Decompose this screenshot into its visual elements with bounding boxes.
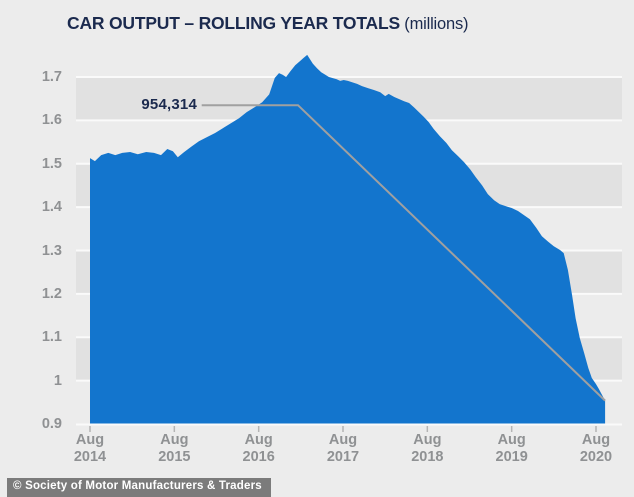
y-axis-label: 1.4 <box>41 199 62 216</box>
chart-title-main: CAR OUTPUT – ROLLING YEAR TOTALS <box>67 13 400 33</box>
y-axis-label: 1.3 <box>41 242 62 259</box>
y-axis-label: 1.5 <box>41 155 62 172</box>
y-axis-label: 1.7 <box>41 69 62 85</box>
y-axis-label: 1.1 <box>41 329 62 346</box>
y-axis-label: 1 <box>53 372 62 389</box>
y-axis-label: 0.9 <box>41 416 62 432</box>
y-axis-label: 1.2 <box>41 285 62 302</box>
callout-leader-line <box>201 104 606 402</box>
final-value-callout: 954,314 <box>141 96 197 113</box>
chart-title: CAR OUTPUT – ROLLING YEAR TOTALS (millio… <box>67 13 469 34</box>
x-axis-label: Aug 2014 <box>73 432 107 465</box>
x-axis-label: Aug 2016 <box>242 432 275 465</box>
x-axis-label: Aug 2018 <box>411 432 444 465</box>
car-output-area-series <box>90 54 606 424</box>
source-credit-badge: © Society of Motor Manufacturers & Trade… <box>7 478 271 497</box>
chart-title-units: (millions) <box>399 15 469 33</box>
x-axis-label: Aug 2019 <box>495 432 528 465</box>
y-axis-label: 1.6 <box>41 112 62 129</box>
x-axis-label: Aug 2017 <box>326 432 360 465</box>
x-axis-label: Aug 2015 <box>158 432 191 465</box>
x-axis-label: Aug 2020 <box>579 432 613 465</box>
